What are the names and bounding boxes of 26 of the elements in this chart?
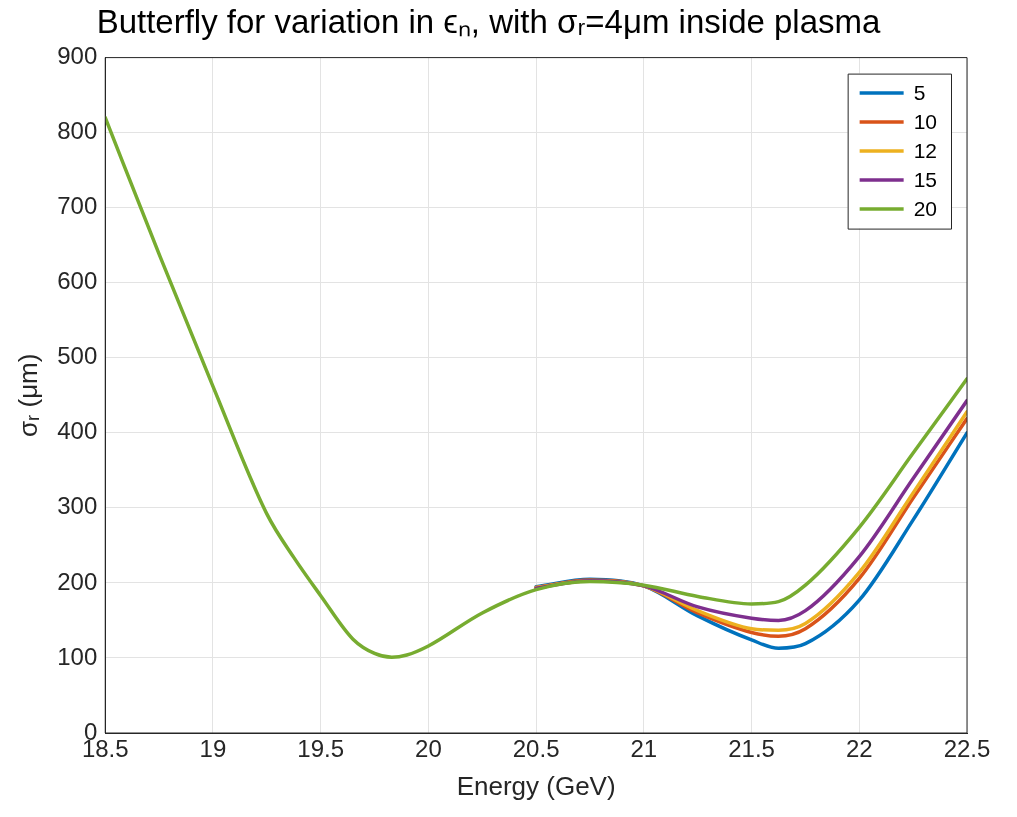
x-axis-title: Energy (GeV) bbox=[456, 770, 616, 801]
y-tick-label: 800 bbox=[57, 117, 98, 145]
legend-label: 15 bbox=[913, 167, 937, 191]
x-tick-label: 21 bbox=[630, 735, 658, 763]
y-axis-title: σᵣ (μm) bbox=[12, 353, 43, 438]
legend-label: 5 bbox=[913, 80, 926, 104]
chart-title: Butterfly for variation in ϵₙ, with σᵣ=4μm inside plasma bbox=[96, 2, 882, 40]
legend-label: 12 bbox=[913, 138, 937, 162]
y-tick-label: 700 bbox=[57, 192, 98, 220]
y-tick-label: 300 bbox=[57, 492, 98, 520]
x-tick-label: 20 bbox=[415, 735, 442, 763]
y-tick-label: 600 bbox=[57, 267, 98, 295]
legend-label: 20 bbox=[913, 196, 937, 220]
line-series bbox=[105, 115, 967, 659]
y-tick-label: 900 bbox=[57, 42, 98, 70]
y-tick-label: 100 bbox=[57, 642, 98, 670]
y-tick-label: 400 bbox=[57, 417, 98, 445]
x-tick-label: 19.5 bbox=[297, 735, 345, 763]
x-tick-label: 21.5 bbox=[728, 735, 775, 763]
legend-label: 10 bbox=[913, 109, 937, 133]
y-tick-label: 200 bbox=[57, 567, 98, 595]
y-tick-label: 500 bbox=[57, 342, 98, 370]
x-tick-label: 19 bbox=[199, 735, 227, 763]
x-tick-label: 20.5 bbox=[512, 735, 560, 763]
x-tick-label: 22 bbox=[845, 735, 873, 763]
x-tick-label: 22.5 bbox=[943, 735, 991, 763]
